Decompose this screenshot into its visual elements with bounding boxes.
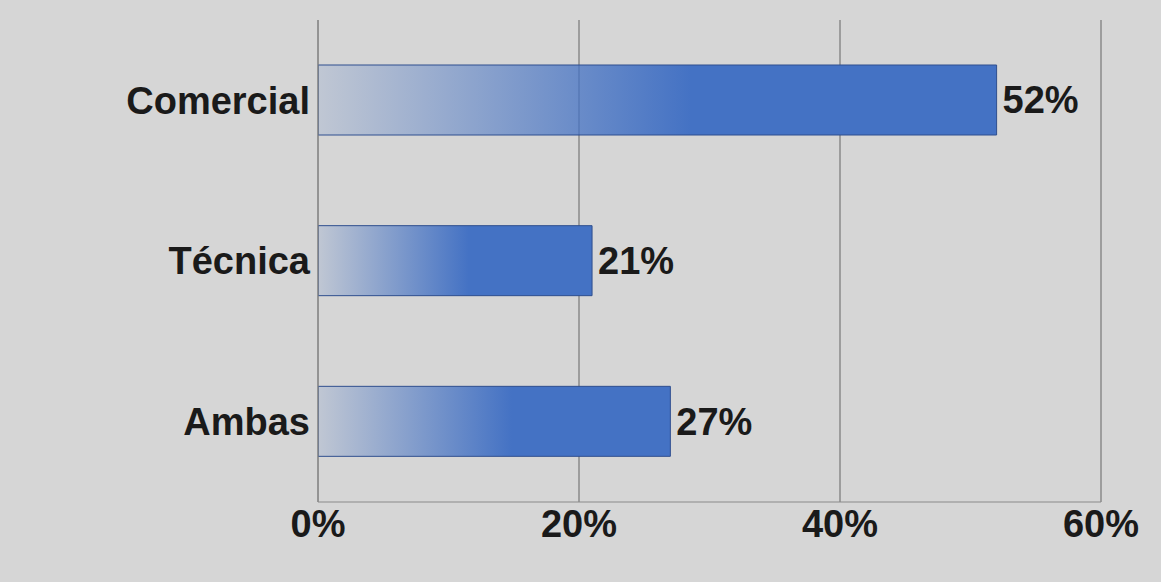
svg-text:21%: 21% xyxy=(598,240,674,282)
svg-text:27%: 27% xyxy=(676,401,752,443)
svg-text:60%: 60% xyxy=(1063,503,1139,545)
svg-text:52%: 52% xyxy=(1003,79,1079,121)
svg-text:Comercial: Comercial xyxy=(126,80,310,122)
svg-text:40%: 40% xyxy=(802,503,878,545)
svg-text:Ambas: Ambas xyxy=(183,401,310,443)
svg-text:20%: 20% xyxy=(541,503,617,545)
svg-text:0%: 0% xyxy=(291,503,346,545)
svg-text:Técnica: Técnica xyxy=(168,240,310,282)
